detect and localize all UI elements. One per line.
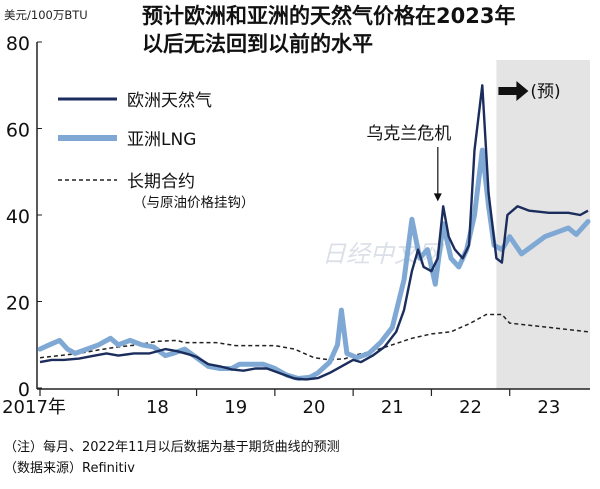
series-europe-line [39, 84, 589, 381]
forecast-region [496, 60, 590, 389]
legend: 欧洲天然气 亚洲LNG 长期合约 （与原油价格挂钩） [58, 91, 255, 211]
y-tick-label: 0 [18, 379, 30, 401]
legend-label-asia: 亚洲LNG [127, 130, 196, 150]
x-tick-label: 2017年 [2, 397, 66, 418]
source-note: （数据来源）Refinitiv [4, 461, 135, 476]
footnote: （注）每月、2022年11月以后数据为基于期货曲线的预测 [4, 439, 340, 455]
chart-title-line-1: 预计欧洲和亚洲的天然气价格在2023年 [142, 4, 515, 28]
x-tick-label: 19 [224, 397, 247, 418]
forecast-label: (预) [530, 82, 560, 102]
forecast-arrow-icon [498, 81, 529, 101]
x-ticks: 2017年 18 19 20 21 22 23 [2, 389, 560, 418]
legend-label-europe: 欧洲天然气 [127, 91, 212, 111]
legend-label-contract: 长期合约 [127, 172, 195, 192]
legend-note-contract: （与原油价格挂钩） [133, 195, 255, 211]
x-tick-label: 18 [146, 397, 169, 418]
chart-title-line-2: 以后无法回到以前的水平 [142, 32, 373, 56]
y-tick-label: 40 [6, 206, 30, 228]
x-tick-label: 23 [537, 397, 560, 418]
y-tick-label: 20 [6, 293, 30, 315]
y-axis-label: 美元/100万BTU [4, 8, 88, 22]
annotation-ukraine-crisis: 乌克兰危机 [366, 124, 451, 144]
annotation-arrow-icon [433, 147, 442, 202]
series-contract-line [39, 313, 589, 361]
series-layer [37, 84, 591, 381]
x-tick-label: 22 [459, 397, 482, 418]
forecast-arrow-shape [498, 81, 529, 101]
y-ticks: 0 20 40 60 80 [6, 33, 42, 401]
x-tick-label: 20 [303, 397, 326, 418]
y-tick-label: 60 [6, 120, 30, 142]
y-tick-label: 80 [6, 33, 30, 55]
x-tick-label: 21 [381, 397, 404, 418]
